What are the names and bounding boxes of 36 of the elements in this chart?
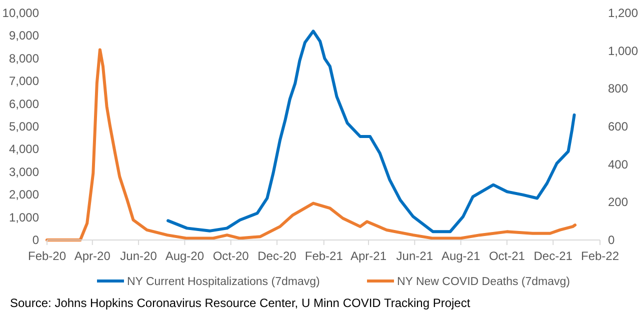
y2-tick-label: 1,200 [608, 6, 638, 20]
y2-tick-label: 1,000 [608, 44, 638, 58]
y-tick-label: 6,000 [8, 96, 40, 111]
x-tick-label: Apr-21 [350, 249, 387, 263]
line-series [166, 30, 576, 234]
legend-label: NY Current Hospitalizations (7dmavg) [127, 276, 320, 288]
y2-tick-label: 600 [608, 120, 628, 134]
y-tick-label: 4,000 [8, 142, 40, 156]
x-tick-label: Feb-21 [304, 249, 344, 263]
line-series [46, 48, 577, 242]
y-tick-label: 5,000 [8, 120, 40, 134]
y2-tick-label: 800 [608, 82, 628, 96]
y-tick-label: 1,000 [8, 210, 40, 224]
y-tick-label: 9,000 [8, 28, 40, 43]
y2-tick-label: 200 [608, 195, 628, 210]
x-tick-label: Jun-21 [396, 249, 434, 263]
x-tick-label: Aug-21 [441, 249, 480, 263]
x-tick-label: Aug-20 [165, 249, 204, 263]
legend-label: NY New COVID Deaths (7dmavg) [397, 276, 570, 288]
x-tick-label: Feb-20 [28, 249, 66, 263]
y-tick-label: 7,000 [8, 74, 40, 88]
source-note: Source: Johns Hopkins Coronavirus Resource Center, U Minn COVID Tracking Project [10, 296, 471, 310]
y-tick-label: 3,000 [8, 164, 40, 179]
x-tick-label: Jun-20 [120, 249, 158, 263]
y-tick-label: 8,000 [8, 51, 40, 66]
y2-tick-label: 0 [608, 233, 615, 247]
x-tick-label: Feb-22 [580, 249, 620, 263]
y2-tick-label: 400 [608, 157, 628, 172]
x-tick-label: Oct-20 [212, 249, 250, 263]
x-tick-label: Dec-20 [258, 249, 297, 263]
y-tick-label: 2,000 [8, 188, 40, 202]
y-tick-label: 10,000 [2, 6, 40, 20]
x-tick-label: Apr-20 [74, 249, 111, 263]
y-tick-label: 0 [32, 233, 40, 247]
x-tick-label: Oct-21 [488, 249, 526, 263]
x-tick-label: Dec-21 [534, 249, 573, 263]
